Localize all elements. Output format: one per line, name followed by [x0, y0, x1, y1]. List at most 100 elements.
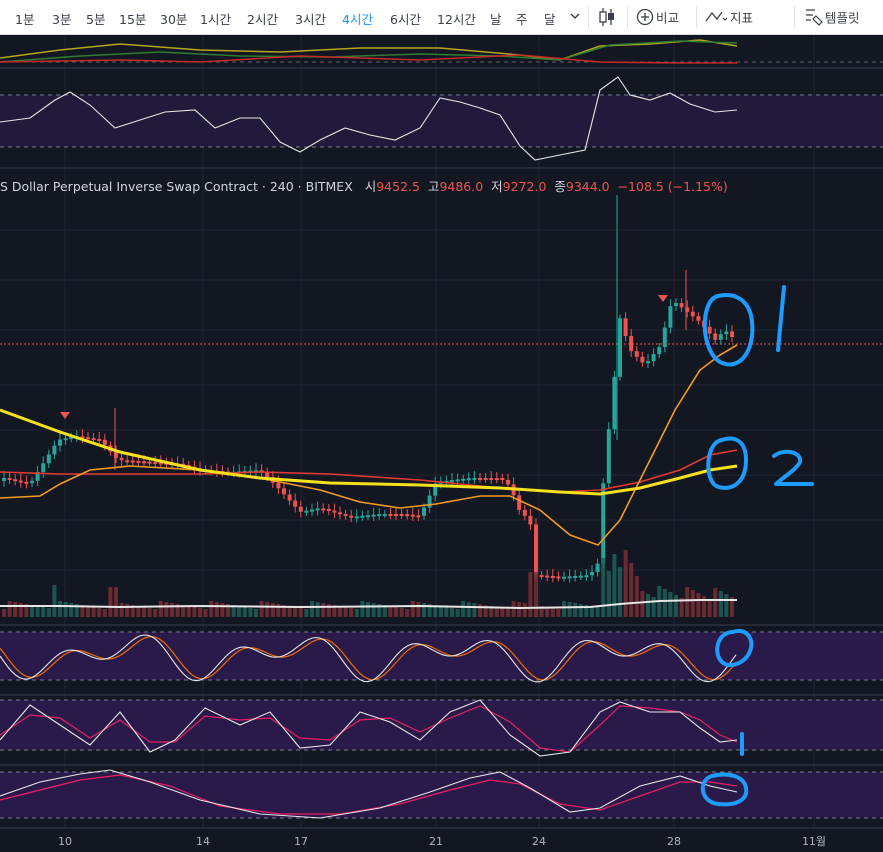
moving-averages: [0, 344, 738, 546]
volume-bar: [69, 603, 74, 617]
volume-bar: [30, 605, 34, 617]
candle-body: [13, 479, 18, 482]
volume-bar: [270, 603, 275, 617]
volume-bar: [444, 607, 449, 617]
timeframe-5m[interactable]: 5분: [86, 12, 106, 27]
volume-bar: [354, 609, 359, 617]
candle-body: [321, 508, 326, 511]
volume-bar: [321, 603, 326, 617]
candle-body: [545, 575, 550, 578]
timeframe-4h[interactable]: 4시간: [342, 12, 373, 27]
volume-bar: [360, 601, 365, 617]
volume-bar: [388, 606, 393, 617]
close-value: 9344.0: [565, 179, 610, 194]
templates-button[interactable]: 템플릿: [803, 6, 860, 28]
candle-body: [114, 451, 118, 458]
candle-body: [293, 500, 298, 507]
time-axis: 10 14 17 21 24 28 11월: [58, 835, 826, 848]
timeframe-1m[interactable]: 1분: [15, 12, 35, 27]
volume-bar: [63, 602, 68, 617]
time-axis-label: 17: [294, 835, 308, 848]
volume-bar: [461, 601, 466, 617]
candle-body: [119, 457, 124, 461]
volume-bar: [366, 602, 370, 617]
volume-bar: [7, 601, 12, 617]
chevron-down-icon[interactable]: [569, 8, 581, 27]
timeframe-6h[interactable]: 6시간: [390, 12, 421, 27]
ma-orange-line: [0, 344, 738, 546]
volume-bar: [662, 589, 667, 617]
candle-body: [366, 515, 370, 518]
volume-bar: [506, 609, 510, 617]
volume-bar: [623, 550, 628, 617]
candle-body: [450, 480, 454, 483]
top-pane-line-red: [0, 54, 737, 64]
volume-bar: [24, 604, 29, 617]
compare-button[interactable]: 비교: [636, 6, 679, 28]
candle-body: [674, 303, 678, 307]
annotation-number: [776, 285, 786, 352]
volume-bar: [349, 608, 354, 617]
time-axis-label: 14: [196, 835, 210, 848]
candle-body: [52, 445, 57, 455]
stoch2-fast-line: [0, 699, 738, 757]
volume-bar: [713, 588, 718, 617]
volume-bar: [164, 602, 169, 617]
annotation-circle: [702, 293, 755, 367]
candle-body: [371, 514, 376, 517]
indicators-button[interactable]: 지표: [704, 6, 753, 28]
volume-bar: [438, 606, 443, 617]
volume-bar: [606, 571, 611, 617]
timeframe-2h[interactable]: 2시간: [247, 12, 278, 27]
timeframe-3m[interactable]: 3분: [52, 12, 72, 27]
volume-bar: [618, 567, 622, 617]
volume-bar: [343, 607, 348, 617]
volume-bar: [58, 601, 62, 617]
candle-body: [326, 508, 331, 511]
volume-bar: [539, 606, 544, 617]
volume-bar: [97, 608, 102, 617]
toolbar-divider: [588, 6, 589, 28]
candle-body: [287, 494, 292, 501]
volume-bar: [494, 607, 499, 617]
candle-body: [679, 303, 684, 308]
candle-body: [623, 318, 628, 337]
volume-bar: [629, 563, 634, 617]
volume-bar: [114, 587, 118, 617]
rsi-line: [0, 76, 738, 161]
timeframe-15m[interactable]: 15분: [119, 12, 147, 27]
toolbar-divider: [794, 6, 795, 28]
candle-body: [573, 575, 578, 578]
volume-bar: [562, 601, 566, 617]
candle-body: [562, 576, 566, 579]
indicator-wave-icon: [705, 11, 728, 22]
timeframe-12h[interactable]: 12시간: [437, 12, 476, 27]
timeframe-30m[interactable]: 30분: [160, 12, 188, 27]
close-label: 종: [554, 179, 566, 194]
volume-bar: [634, 576, 639, 617]
chart-canvas[interactable]: 10 14 17 21 24 28 11월: [0, 35, 883, 852]
candle-body: [91, 438, 96, 441]
volume-bar: [220, 603, 225, 617]
candle-body: [382, 514, 387, 516]
stoch2-band: [0, 700, 883, 750]
volume-bar: [237, 606, 242, 617]
volume-bar: [730, 597, 734, 617]
timeframe-month[interactable]: 달: [544, 12, 556, 27]
timeframe-week[interactable]: 주: [516, 12, 528, 27]
volume-bar: [304, 609, 309, 617]
volume-bar: [522, 603, 527, 617]
volume-bar: [254, 609, 258, 617]
timeframe-day[interactable]: 날: [490, 12, 502, 27]
volume-bar: [282, 605, 286, 617]
candle-body: [556, 576, 561, 579]
candle-body: [724, 331, 729, 335]
candle-body: [517, 495, 522, 510]
timeframe-1h[interactable]: 1시간: [200, 12, 231, 27]
volume-ma: [0, 599, 737, 610]
candle-style-button[interactable]: [598, 6, 616, 31]
plus-circle-icon: [636, 8, 654, 26]
timeframe-3h[interactable]: 3시간: [295, 12, 326, 27]
symbol-name: S Dollar Perpetual Inverse Swap Contract: [0, 179, 258, 194]
time-axis-label: 11월: [802, 835, 826, 848]
